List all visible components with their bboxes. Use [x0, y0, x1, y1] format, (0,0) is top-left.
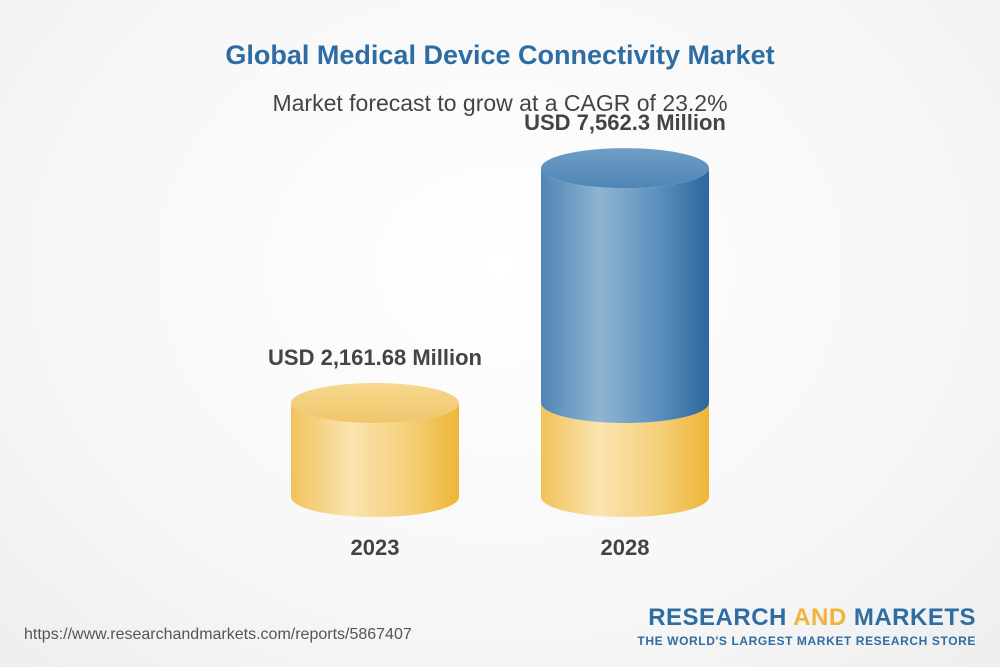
bar-top-2023 — [291, 383, 459, 423]
chart-title: Global Medical Device Connectivity Marke… — [225, 40, 775, 70]
source-url[interactable]: https://www.researchandmarkets.com/repor… — [24, 626, 412, 643]
bar-growth-2028 — [541, 168, 709, 423]
brand-logo: RESEARCH AND MARKETS THE WORLD'S LARGEST… — [637, 604, 976, 648]
data-label-2028: USD 7,562.3 Million — [524, 110, 726, 135]
bar-top-2028 — [541, 148, 709, 189]
category-label-2028: 2028 — [601, 535, 650, 560]
brand-name-part3: MARKETS — [853, 604, 976, 631]
data-label-2023: USD 2,161.68 Million — [268, 345, 482, 370]
bar-2023 — [291, 403, 459, 517]
category-label-2023: 2023 — [351, 535, 400, 560]
chart-subtitle: Market forecast to grow at a CAGR of 23.… — [272, 90, 728, 116]
brand-name-part1: RESEARCH — [648, 604, 787, 631]
bar-base-2028 — [541, 403, 709, 517]
brand-tagline: THE WORLD'S LARGEST MARKET RESEARCH STOR… — [637, 634, 976, 648]
brand-name-part2: AND — [793, 604, 847, 631]
brand-name: RESEARCH AND MARKETS — [637, 604, 976, 632]
